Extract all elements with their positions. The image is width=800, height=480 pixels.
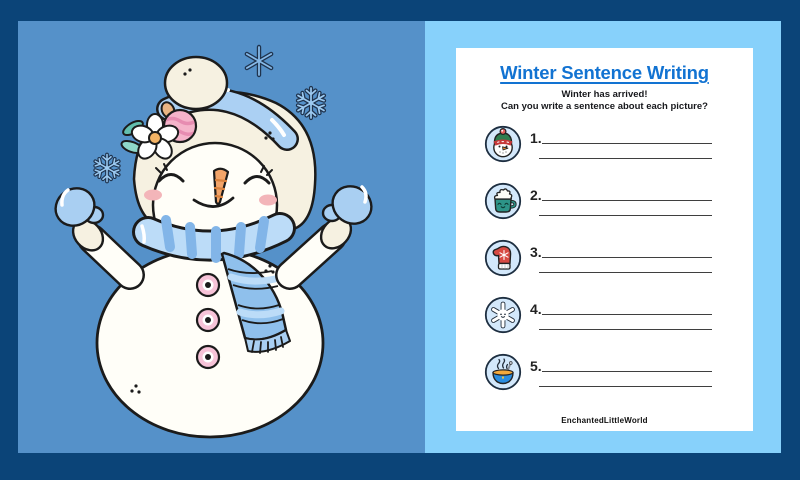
- writing-line: [542, 314, 712, 315]
- writing-line: [542, 371, 712, 372]
- snowman-scarf: [132, 212, 296, 354]
- row-number: 4.: [530, 301, 542, 317]
- hot-cocoa-mug-icon: [484, 182, 522, 220]
- footer-credit: EnchantedLittleWorld: [561, 416, 648, 425]
- red-mitten-icon: [484, 239, 522, 277]
- hat-flower: [120, 113, 180, 160]
- row-number: 1.: [530, 130, 542, 146]
- sentence-row-3: 3.: [484, 239, 746, 285]
- right-mitten: [321, 185, 373, 225]
- writing-line: [539, 158, 712, 159]
- row-number: 2.: [530, 187, 542, 203]
- snowman-arms: [71, 216, 353, 290]
- branched-snowflake-icon: [296, 88, 326, 118]
- worksheet-subtitle: Winter has arrived! Can you write a sent…: [456, 89, 753, 113]
- branched-snowflake-icon: [91, 152, 123, 184]
- snowman-panel: [18, 21, 425, 453]
- page-title: Winter Sentence Writing: [500, 62, 709, 83]
- writing-line: [539, 215, 712, 216]
- snowflake-icon: [484, 296, 522, 334]
- worksheet-page: Winter Sentence Writing Winter has arriv…: [456, 48, 753, 431]
- sentence-row-2: 2.: [484, 182, 746, 228]
- snowman-face: [144, 163, 277, 208]
- writing-line: [542, 200, 712, 201]
- writing-line: [539, 329, 712, 330]
- snowman-buttons: [195, 272, 221, 370]
- row-number: 5.: [530, 358, 542, 374]
- writing-line: [542, 257, 712, 258]
- writing-line: [542, 143, 712, 144]
- snowman-illustration: [54, 21, 373, 439]
- sentence-row-4: 4.: [484, 296, 746, 342]
- writing-line: [539, 386, 712, 387]
- subtitle-line-2: Can you write a sentence about each pict…: [501, 101, 708, 112]
- subtitle-line-1: Winter has arrived!: [561, 89, 648, 100]
- left-mitten: [54, 187, 105, 227]
- writing-line: [539, 272, 712, 273]
- soup-bowl-icon: [484, 353, 522, 391]
- hat-pompom: [163, 55, 229, 111]
- asterisk-snowflake-icon: [247, 47, 271, 75]
- sentence-row-5: 5.: [484, 353, 746, 399]
- snowman-face-icon: [484, 125, 522, 163]
- worksheet-panel: Winter Sentence Writing Winter has arriv…: [425, 21, 781, 453]
- row-number: 3.: [530, 244, 542, 260]
- sentence-row-1: 1.: [484, 125, 746, 171]
